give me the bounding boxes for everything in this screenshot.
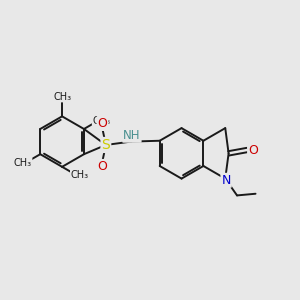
Text: S: S [101,138,110,152]
Text: CH₃: CH₃ [14,158,32,168]
Text: O: O [248,143,258,157]
Text: NH: NH [123,129,141,142]
Text: CH₃: CH₃ [71,170,89,180]
Text: CH₃: CH₃ [53,92,71,102]
Text: O: O [98,160,107,173]
Text: CH₃: CH₃ [93,116,111,126]
Text: O: O [98,117,107,130]
Text: N: N [221,174,231,187]
